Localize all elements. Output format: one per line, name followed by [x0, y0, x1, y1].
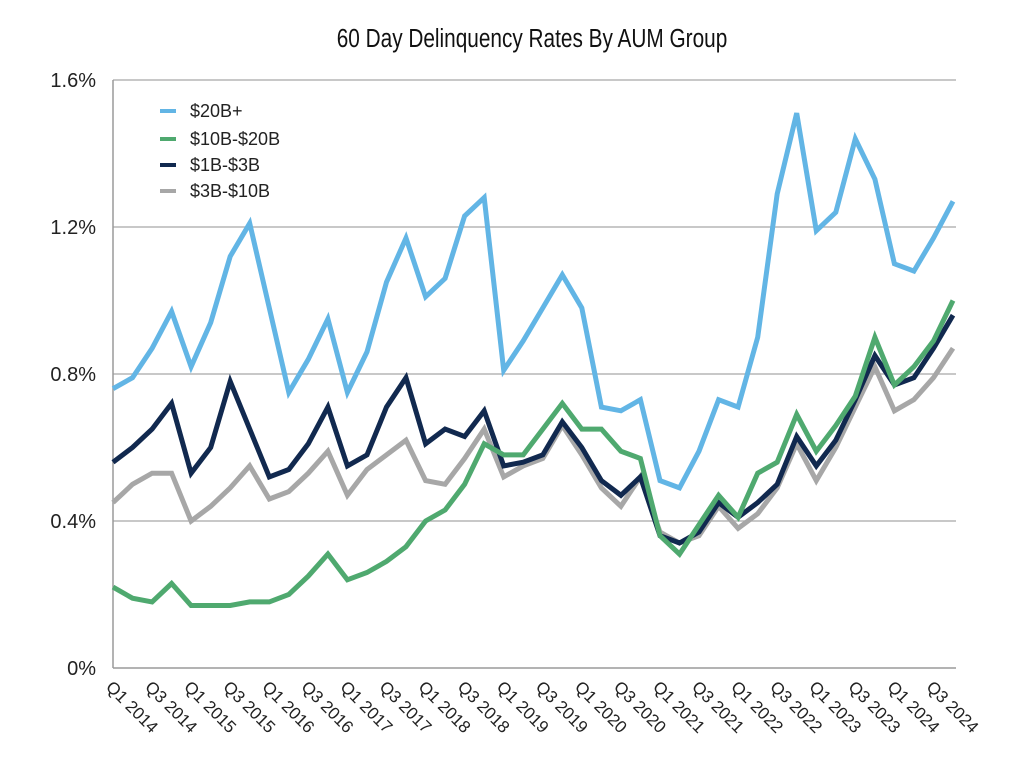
y-tick-label: 1.2% — [50, 217, 96, 239]
legend-item: $10B-$20B — [160, 129, 280, 149]
y-tick-label: 0.8% — [50, 364, 96, 386]
series-line-2 — [111, 313, 956, 546]
y-tick-label: 0% — [67, 658, 96, 680]
legend-label: $3B-$10B — [190, 181, 270, 201]
legend-item: $1B-$3B — [160, 155, 260, 175]
chart-title: 60 Day Delinquency Rates By AUM Group — [337, 24, 728, 53]
series-line-0 — [111, 112, 956, 492]
legend-label: $20B+ — [190, 101, 243, 121]
legend-item: $20B+ — [160, 101, 243, 121]
y-tick-label: 1.6% — [50, 70, 96, 92]
legend-item: $3B-$10B — [160, 181, 270, 201]
series-lines — [111, 112, 956, 608]
legend: $20B+ $10B-$20B $1B-$3B $3B-$10B — [160, 101, 280, 201]
series-line-1 — [111, 299, 956, 608]
legend-label: $1B-$3B — [190, 155, 260, 175]
gridlines — [112, 79, 956, 669]
legend-label: $10B-$20B — [190, 129, 280, 149]
series-line-3 — [111, 346, 956, 546]
y-axis: 0% 0.4% 0.8% 1.2% 1.6% — [50, 70, 96, 680]
y-tick-label: 0.4% — [50, 511, 96, 533]
